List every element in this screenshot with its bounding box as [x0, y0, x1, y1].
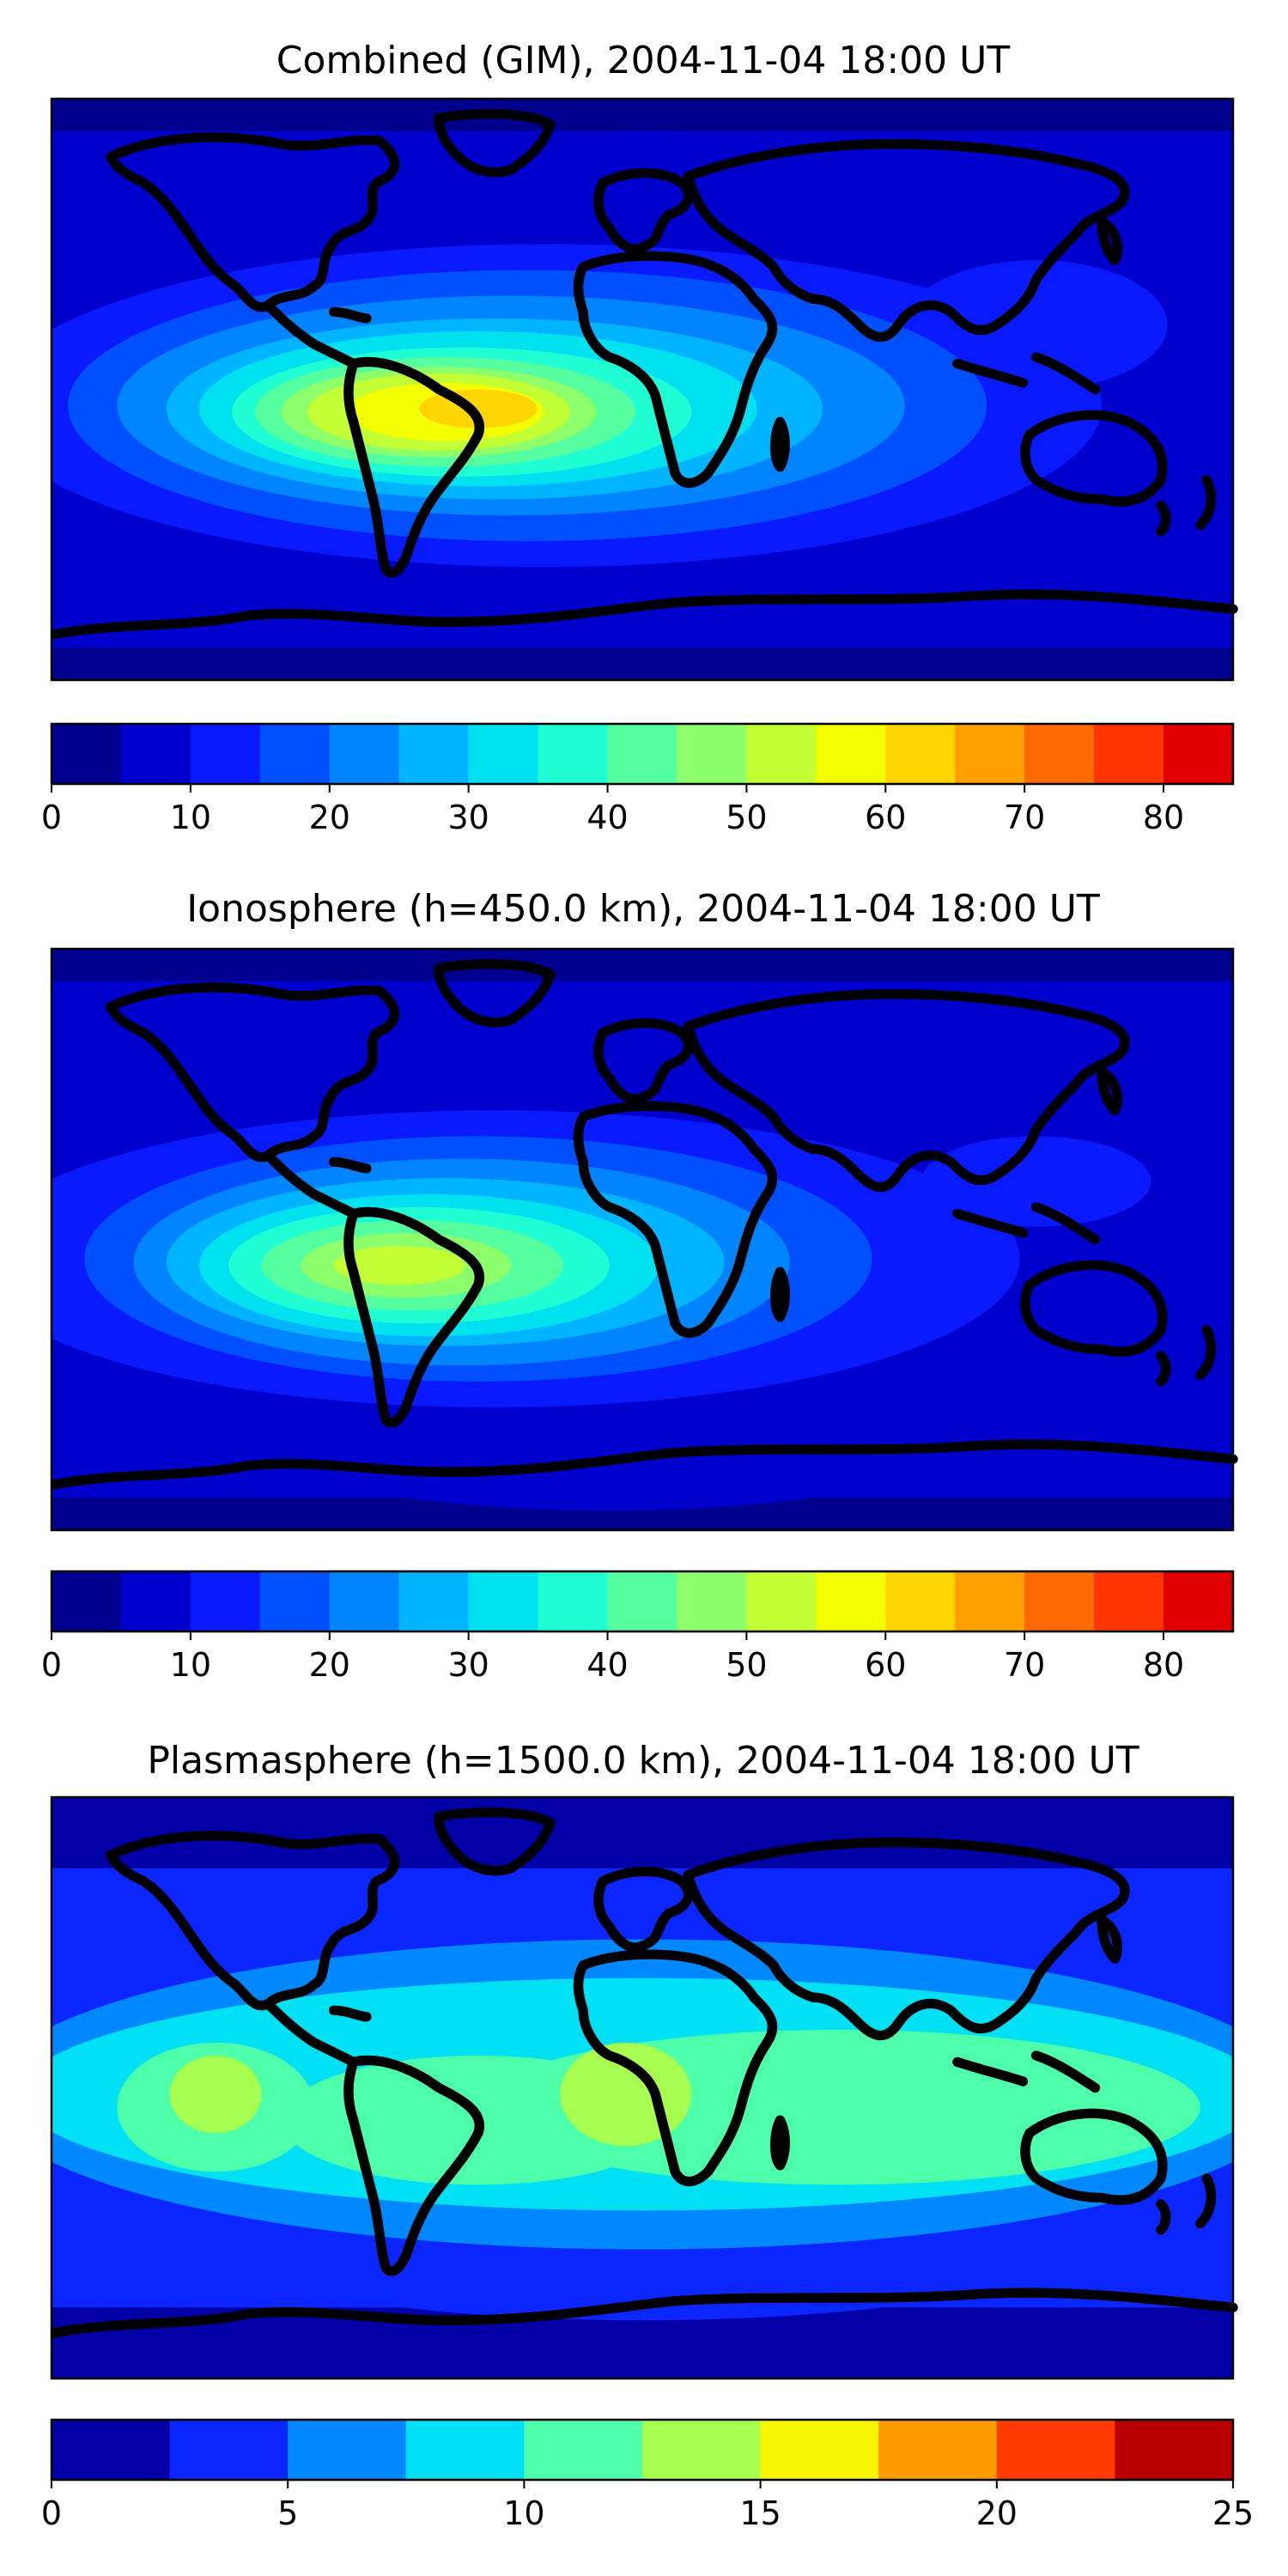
map-area — [50, 97, 1288, 682]
colorbar-bin — [642, 2420, 762, 2480]
panel-title: Combined (GIM), 2004-11-04 18:00 UT — [276, 39, 1011, 82]
colorbar-bin — [816, 1571, 886, 1631]
colorbar-tick-label: 80 — [1143, 1646, 1184, 1684]
colorbar-bin — [468, 1571, 539, 1631]
colorbar-bin — [955, 1571, 1025, 1631]
colorbar-bin — [1024, 724, 1095, 784]
panel-title: Plasmasphere (h=1500.0 km), 2004-11-04 1… — [147, 1739, 1139, 1783]
colorbar-tick-label: 10 — [170, 1646, 211, 1684]
colorbar-bin — [190, 724, 261, 784]
map-area — [50, 1795, 1288, 2380]
map-frame — [50, 947, 1235, 1532]
panel-combined: Combined (GIM), 2004-11-04 18:00 UT 0 10 2… — [41, 39, 1288, 836]
colorbar-bin — [259, 1571, 331, 1631]
colorbar-bin — [677, 1571, 747, 1631]
tec-level-polar-top — [52, 99, 1233, 131]
colorbar-bin — [52, 2420, 171, 2480]
colorbar: 0 10 20 30 40 50 60 70 80 — [41, 722, 1235, 836]
colorbar-bin — [1163, 1571, 1234, 1631]
colorbar-tick-label: 10 — [170, 799, 211, 836]
colorbar-bin — [1163, 724, 1234, 784]
colorbar-bin — [1024, 1571, 1095, 1631]
map-frame — [50, 97, 1235, 682]
colorbar-bin — [329, 724, 400, 784]
map-frame — [50, 1795, 1235, 2380]
colorbar-tick-label: 25 — [1212, 2494, 1254, 2532]
colorbar-tick-label: 70 — [1004, 799, 1045, 836]
colorbar-bin — [169, 2420, 289, 2480]
colorbar-tick-label: 20 — [309, 799, 350, 836]
colorbar-bin — [996, 2420, 1115, 2480]
colorbar-bin — [746, 724, 817, 784]
colorbar-tick-label: 15 — [739, 2494, 781, 2532]
colorbar-bin — [120, 1571, 191, 1631]
tec-field — [52, 1797, 1233, 2379]
tec-contour-level-5 — [169, 2055, 262, 2134]
colorbar-bin — [885, 1571, 956, 1631]
colorbar-frame — [50, 1570, 1235, 1633]
colorbar-bin — [288, 2420, 407, 2480]
colorbar-bin — [538, 724, 609, 784]
colorbar-bin — [1094, 1571, 1164, 1631]
colorbar-tick-label: 50 — [726, 799, 767, 836]
colorbar: 0 5 10 15 20 25 — [41, 2418, 1254, 2532]
colorbar-bin — [190, 1571, 261, 1631]
colorbar: 0 10 20 30 40 50 60 70 80 — [41, 1570, 1235, 1684]
colorbar-bin — [398, 724, 470, 784]
colorbar-tick-label: 30 — [447, 1646, 489, 1684]
colorbar-bin — [1115, 2420, 1234, 2480]
colorbar-tick-label: 5 — [277, 2494, 298, 2532]
colorbar-bin — [524, 2420, 643, 2480]
colorbar-tick-label: 40 — [586, 1646, 628, 1684]
colorbar-tick-label: 60 — [865, 1646, 906, 1684]
colorbar-tick-label: 80 — [1143, 799, 1184, 836]
colorbar-bin — [955, 724, 1025, 784]
colorbar-bin — [329, 1571, 400, 1631]
tec-level-polar-bottom — [52, 647, 1233, 680]
colorbar-tick-label: 20 — [976, 2494, 1018, 2532]
colorbar-tick-label: 0 — [41, 799, 62, 836]
colorbar-bin — [760, 2420, 879, 2480]
colorbar-bin — [607, 1571, 677, 1631]
map-area — [50, 947, 1266, 1532]
colorbar-tick-label: 40 — [586, 799, 628, 836]
tec-contour-level-2 — [920, 1136, 1151, 1227]
colorbar-bin — [677, 724, 747, 784]
colorbar-bin — [52, 1571, 122, 1631]
colorbar-tick-label: 0 — [41, 2494, 62, 2532]
colorbar-bin — [607, 724, 677, 784]
colorbar-tick-label: 50 — [726, 1646, 767, 1684]
colorbar-tick-label: 20 — [309, 1646, 350, 1684]
panel-ionosphere: Ionosphere (h=450.0 km), 2004-11-04 18:0… — [41, 887, 1266, 1684]
tec-contour-level-2 — [904, 260, 1168, 390]
colorbar-tick-label: 70 — [1004, 1646, 1045, 1684]
panel-plasmasphere: Plasmasphere (h=1500.0 km), 2004-11-04 1… — [41, 1739, 1288, 2532]
colorbar-bin — [120, 724, 191, 784]
colorbar-tick-label: 60 — [865, 799, 906, 836]
colorbar-tick-label: 10 — [503, 2494, 544, 2532]
tec-level-polar-top — [52, 949, 1233, 981]
colorbar-bin — [746, 1571, 817, 1631]
colorbar-bin — [1094, 724, 1164, 784]
colorbar-bin — [52, 724, 122, 784]
colorbar-bin — [538, 1571, 609, 1631]
colorbar-bin — [405, 2420, 525, 2480]
panel-title: Ionosphere (h=450.0 km), 2004-11-04 18:0… — [186, 887, 1100, 931]
colorbar-bin — [878, 2420, 998, 2480]
colorbar-bin — [468, 724, 539, 784]
tec-contour-level-10 — [333, 1246, 465, 1285]
colorbar-bin — [398, 1571, 470, 1631]
colorbar-bin — [259, 724, 331, 784]
colorbar-tick-label: 0 — [41, 1646, 62, 1684]
colorbar-bin — [885, 724, 956, 784]
colorbar-tick-label: 30 — [447, 799, 489, 836]
colorbar-bin — [816, 724, 886, 784]
colorbar-frame — [50, 722, 1235, 786]
colorbar-frame — [50, 2418, 1235, 2482]
